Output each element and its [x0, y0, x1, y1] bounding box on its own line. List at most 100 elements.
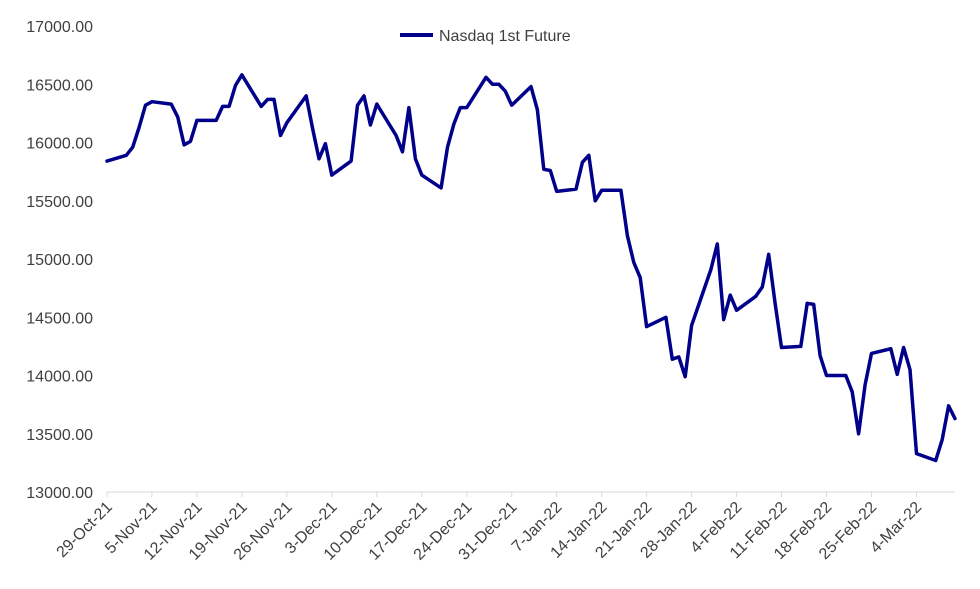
series-layer: [105, 73, 957, 463]
data-point: [542, 168, 545, 171]
data-point: [581, 161, 584, 164]
data-point: [799, 345, 802, 348]
y-tick-label: 15000.00: [26, 252, 93, 269]
data-point: [716, 242, 719, 245]
data-point: [305, 94, 308, 97]
data-point: [587, 154, 590, 157]
legend: Nasdaq 1st Future: [400, 28, 571, 45]
data-point: [183, 143, 186, 146]
data-point: [266, 98, 269, 101]
y-tick-label: 17000.00: [26, 19, 93, 36]
data-point: [144, 104, 147, 107]
data-point: [311, 127, 314, 130]
data-point: [273, 98, 276, 101]
data-point: [497, 83, 500, 86]
data-point: [189, 140, 192, 143]
data-point: [722, 318, 725, 321]
data-point: [915, 452, 918, 455]
data-point: [407, 106, 410, 109]
data-point: [671, 358, 674, 361]
data-point: [600, 189, 603, 192]
data-point: [536, 108, 539, 111]
data-point: [889, 347, 892, 350]
data-point: [176, 115, 179, 118]
data-point: [356, 104, 359, 107]
data-point: [420, 174, 423, 177]
y-tick-label: 13000.00: [26, 485, 93, 502]
data-point: [221, 105, 224, 108]
data-point: [645, 325, 648, 328]
data-point: [549, 169, 552, 172]
data-point: [395, 134, 398, 137]
data-point: [690, 324, 693, 327]
y-tick-label: 16000.00: [26, 136, 93, 153]
data-point: [555, 190, 558, 193]
data-point: [735, 309, 738, 312]
data-point: [729, 294, 732, 297]
data-point: [864, 383, 867, 386]
data-point: [131, 146, 134, 149]
data-point: [170, 103, 173, 106]
y-axis: 13000.00 13500.00 14000.00 14500.00 15000.00…: [26, 19, 93, 502]
data-point: [330, 174, 333, 177]
data-point: [754, 295, 757, 298]
data-point: [774, 302, 777, 305]
data-point: [902, 346, 905, 349]
data-point: [260, 105, 263, 108]
data-point: [851, 390, 854, 393]
data-point: [639, 276, 642, 279]
data-point: [767, 253, 770, 256]
x-axis: 29-Oct-215-Nov-2112-Nov-2119-Nov-2126-No…: [54, 491, 955, 564]
data-point: [375, 103, 378, 106]
data-point: [459, 106, 462, 109]
data-point: [857, 432, 860, 435]
data-point: [677, 355, 680, 358]
data-point: [510, 104, 513, 107]
data-point: [279, 134, 282, 137]
data-point: [125, 154, 128, 157]
data-point: [619, 189, 622, 192]
data-point: [844, 374, 847, 377]
x-tick-label: 29-Oct-21: [54, 499, 116, 561]
data-point: [234, 84, 237, 87]
legend-label: Nasdaq 1st Future: [439, 28, 571, 45]
data-point: [491, 83, 494, 86]
data-point: [812, 303, 815, 306]
y-tick-label: 13500.00: [26, 427, 93, 444]
data-point: [324, 142, 327, 145]
data-point: [909, 368, 912, 371]
data-point: [819, 354, 822, 357]
y-tick-label: 14000.00: [26, 369, 93, 386]
data-point: [504, 90, 507, 93]
data-point: [446, 146, 449, 149]
data-point: [941, 438, 944, 441]
series-line-nasdaq-1st-future: [105, 73, 957, 463]
y-tick-label: 14500.00: [26, 310, 93, 327]
data-point: [440, 186, 443, 189]
data-point: [709, 268, 712, 271]
data-point: [195, 119, 198, 122]
data-point: [575, 188, 578, 191]
data-point: [896, 373, 899, 376]
data-point: [806, 302, 809, 305]
data-point: [870, 352, 873, 355]
data-point: [350, 160, 353, 163]
data-point: [485, 76, 488, 79]
data-point: [465, 106, 468, 109]
data-point: [215, 119, 218, 122]
data-point: [369, 124, 372, 127]
data-point: [664, 316, 667, 319]
data-point: [285, 121, 288, 124]
data-point: [632, 261, 635, 264]
data-point: [626, 234, 629, 237]
data-point: [452, 122, 455, 125]
data-point: [401, 150, 404, 153]
data-point: [106, 160, 109, 163]
data-point: [954, 417, 957, 420]
data-point: [240, 73, 243, 76]
y-tick-label: 16500.00: [26, 77, 93, 94]
data-point: [138, 126, 141, 129]
data-point: [934, 459, 937, 462]
data-point: [228, 105, 231, 108]
